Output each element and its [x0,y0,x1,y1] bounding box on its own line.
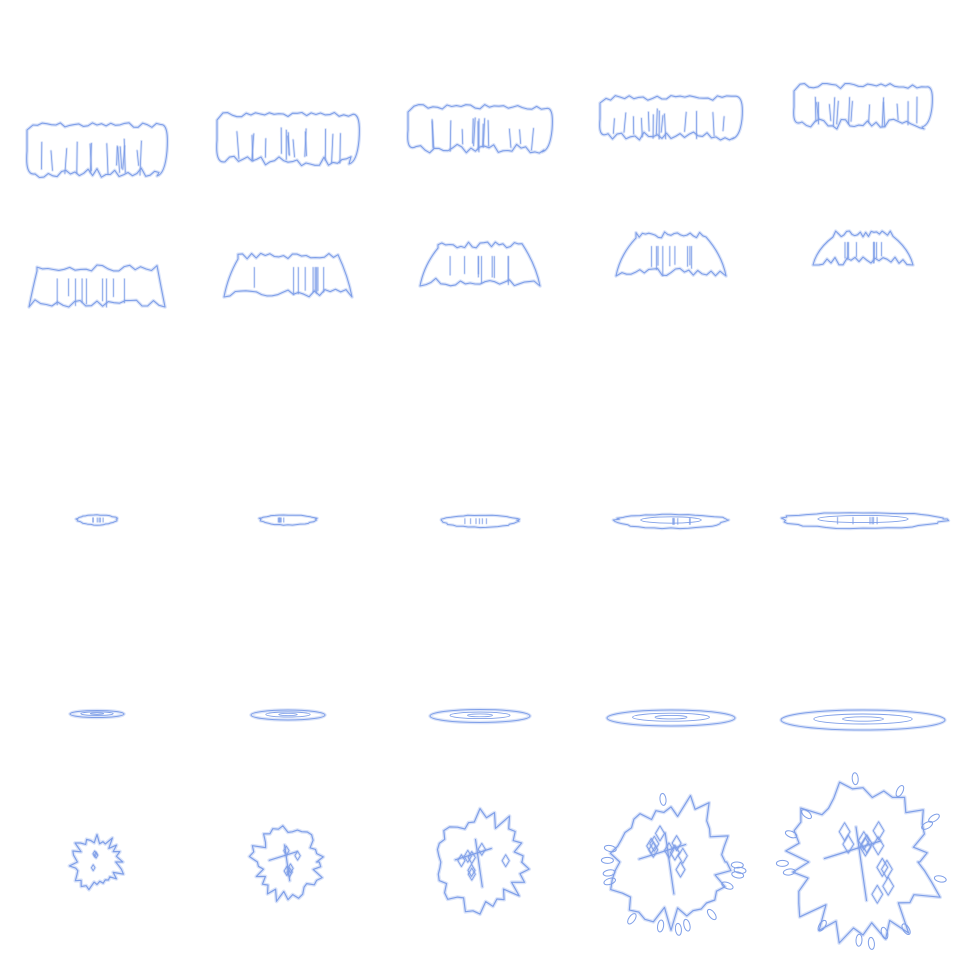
row-3-frame-1 [74,513,119,527]
row-1-frame-3 [405,102,555,155]
row-4-frame-3 [428,707,532,725]
row-4-frame-1 [68,708,126,720]
row-3-frame-5 [779,511,951,531]
row-3-frame-2 [257,513,319,527]
row-4-animation [68,707,947,732]
row-2-animation [27,229,915,309]
row-5-frame-4 [600,792,747,936]
row-2-frame-5 [811,229,915,267]
row-1-frame-5 [791,81,935,131]
row-3-frame-4 [611,512,731,531]
frames-layer [24,81,951,950]
row-1-frame-1 [24,121,170,180]
row-5-frame-2 [247,823,326,904]
row-3-animation [74,511,951,531]
row-3-frame-3 [439,513,522,530]
row-5-frame-5 [775,772,947,950]
row-2-frame-1 [27,263,167,309]
row-2-frame-3 [418,240,542,288]
row-1-animation [24,81,935,180]
row-5-frame-3 [435,806,532,917]
row-5-animation [67,772,947,950]
row-4-frame-5 [779,708,947,732]
row-1-frame-2 [214,110,362,168]
row-5-frame-1 [67,832,126,892]
row-1-frame-4 [597,93,745,142]
row-2-frame-2 [222,251,354,299]
row-4-frame-2 [249,708,327,722]
row-2-frame-4 [614,230,728,278]
row-4-frame-4 [605,708,737,728]
